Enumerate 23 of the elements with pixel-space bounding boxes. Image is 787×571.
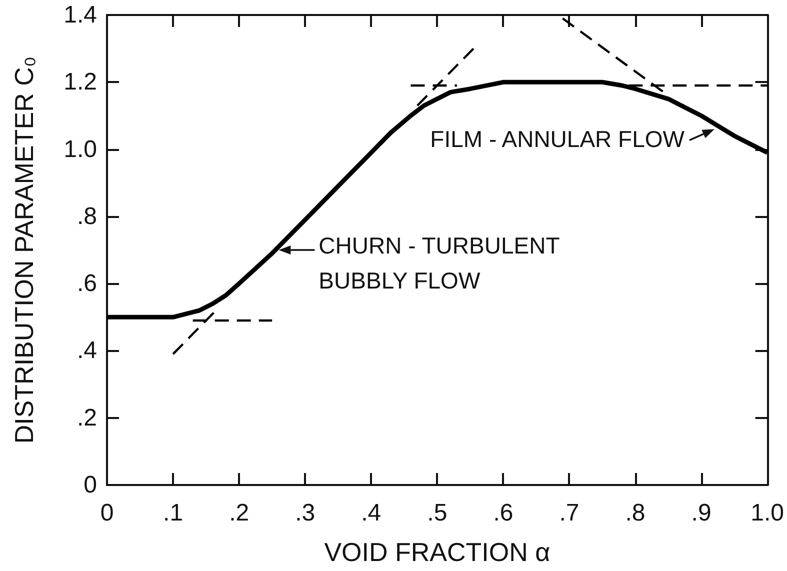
x-tick-label: .1 [163, 500, 184, 526]
y-tick-label: .6 [76, 270, 97, 298]
annotation: FILM - ANNULAR FLOW [430, 126, 685, 152]
y-tick-label: .8 [76, 202, 97, 230]
x-tick-label: .9 [691, 500, 712, 526]
y-tick-label: .2 [76, 404, 97, 432]
y-tick-label: 0 [84, 472, 97, 498]
annotation: CHURN - TURBULENT BUBBLY FLOW [318, 232, 566, 294]
x-tick-label: .6 [493, 500, 514, 526]
x-tick-label: .2 [229, 500, 250, 526]
x-tick-label: 0 [100, 500, 114, 526]
x-tick-label: .5 [427, 500, 448, 526]
y-tick-label: 1.0 [64, 136, 97, 163]
x-tick-label: .7 [559, 500, 580, 526]
y-axis-title: DISTRIBUTION PARAMETER C₀ [9, 56, 39, 444]
y-tick-label: .4 [76, 337, 97, 364]
x-tick-label: .4 [361, 500, 382, 526]
x-tick-label: .3 [295, 500, 316, 526]
x-tick-label: .8 [625, 500, 646, 526]
y-tick-label: 1.2 [64, 68, 97, 96]
y-tick-label: 1.4 [64, 2, 97, 28]
x-axis-title: VOID FRACTION α [324, 537, 550, 567]
x-tick-label: 1.0 [750, 500, 784, 526]
